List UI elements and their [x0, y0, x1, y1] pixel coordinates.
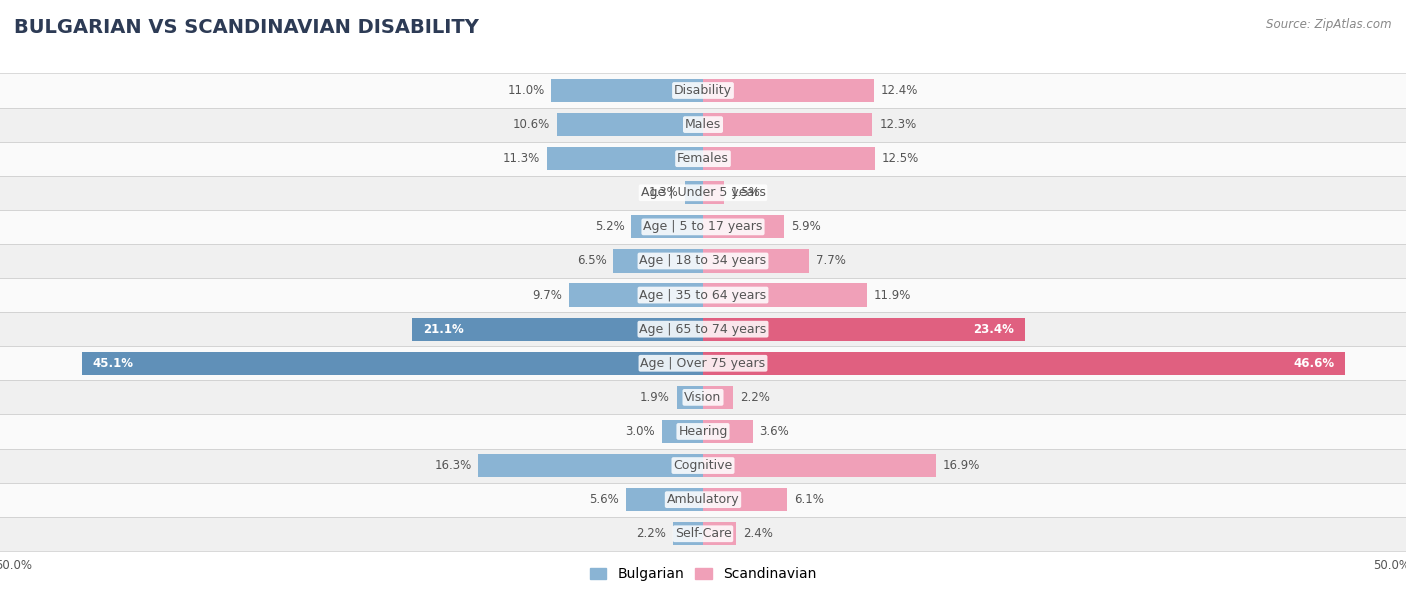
Bar: [82, 352, 703, 375]
Bar: [547, 147, 703, 170]
Text: 7.7%: 7.7%: [815, 255, 846, 267]
Bar: [478, 454, 703, 477]
Text: 6.1%: 6.1%: [794, 493, 824, 506]
Text: 1.3%: 1.3%: [648, 186, 678, 200]
Bar: [412, 318, 703, 341]
Text: 5.2%: 5.2%: [595, 220, 624, 233]
Bar: [569, 283, 703, 307]
Text: 11.0%: 11.0%: [508, 84, 544, 97]
Text: 23.4%: 23.4%: [973, 323, 1014, 335]
Bar: [703, 215, 785, 239]
Bar: [0, 176, 1406, 210]
Bar: [703, 113, 873, 136]
Bar: [703, 488, 787, 511]
Text: 16.3%: 16.3%: [434, 459, 471, 472]
Text: Age | 35 to 64 years: Age | 35 to 64 years: [640, 289, 766, 302]
Text: 12.3%: 12.3%: [879, 118, 917, 131]
Text: 2.2%: 2.2%: [740, 391, 770, 404]
Text: 1.5%: 1.5%: [731, 186, 761, 200]
Bar: [0, 210, 1406, 244]
Legend: Bulgarian, Scandinavian: Bulgarian, Scandinavian: [583, 562, 823, 587]
Text: BULGARIAN VS SCANDINAVIAN DISABILITY: BULGARIAN VS SCANDINAVIAN DISABILITY: [14, 18, 479, 37]
Text: 11.3%: 11.3%: [503, 152, 540, 165]
Text: Vision: Vision: [685, 391, 721, 404]
Text: 6.5%: 6.5%: [576, 255, 606, 267]
Bar: [703, 420, 752, 443]
Bar: [0, 449, 1406, 483]
Bar: [0, 244, 1406, 278]
Text: Cognitive: Cognitive: [673, 459, 733, 472]
Text: Age | 5 to 17 years: Age | 5 to 17 years: [644, 220, 762, 233]
Bar: [703, 352, 1346, 375]
Text: 10.6%: 10.6%: [513, 118, 550, 131]
Bar: [703, 181, 724, 204]
Bar: [703, 249, 808, 272]
Text: 46.6%: 46.6%: [1294, 357, 1334, 370]
Bar: [631, 215, 703, 239]
Bar: [685, 181, 703, 204]
Text: 11.9%: 11.9%: [875, 289, 911, 302]
Bar: [703, 454, 936, 477]
Bar: [703, 522, 737, 545]
Text: 16.9%: 16.9%: [943, 459, 980, 472]
Text: Males: Males: [685, 118, 721, 131]
Text: 21.1%: 21.1%: [423, 323, 464, 335]
Text: Ambulatory: Ambulatory: [666, 493, 740, 506]
Bar: [557, 113, 703, 136]
Bar: [703, 79, 875, 102]
Bar: [703, 386, 734, 409]
Bar: [0, 141, 1406, 176]
Text: 2.2%: 2.2%: [636, 528, 666, 540]
Bar: [703, 283, 868, 307]
Bar: [0, 312, 1406, 346]
Text: 3.0%: 3.0%: [626, 425, 655, 438]
Text: 12.5%: 12.5%: [882, 152, 920, 165]
Text: Source: ZipAtlas.com: Source: ZipAtlas.com: [1267, 18, 1392, 31]
Text: Age | 65 to 74 years: Age | 65 to 74 years: [640, 323, 766, 335]
Bar: [0, 278, 1406, 312]
Text: Age | 18 to 34 years: Age | 18 to 34 years: [640, 255, 766, 267]
Bar: [0, 346, 1406, 380]
Bar: [0, 380, 1406, 414]
Text: Self-Care: Self-Care: [675, 528, 731, 540]
Bar: [703, 147, 875, 170]
Text: 9.7%: 9.7%: [533, 289, 562, 302]
Text: 5.9%: 5.9%: [792, 220, 821, 233]
Text: Age | Under 5 years: Age | Under 5 years: [641, 186, 765, 200]
Bar: [0, 73, 1406, 108]
Text: Disability: Disability: [673, 84, 733, 97]
Bar: [0, 517, 1406, 551]
Text: 12.4%: 12.4%: [880, 84, 918, 97]
Bar: [0, 414, 1406, 449]
Bar: [676, 386, 703, 409]
Text: 5.6%: 5.6%: [589, 493, 619, 506]
Bar: [703, 318, 1025, 341]
Bar: [0, 483, 1406, 517]
Bar: [662, 420, 703, 443]
Bar: [0, 108, 1406, 141]
Bar: [626, 488, 703, 511]
Text: 2.4%: 2.4%: [742, 528, 773, 540]
Text: Females: Females: [678, 152, 728, 165]
Text: 3.6%: 3.6%: [759, 425, 789, 438]
Bar: [672, 522, 703, 545]
Text: Age | Over 75 years: Age | Over 75 years: [641, 357, 765, 370]
Text: 45.1%: 45.1%: [93, 357, 134, 370]
Text: Hearing: Hearing: [678, 425, 728, 438]
Text: 1.9%: 1.9%: [640, 391, 669, 404]
Bar: [551, 79, 703, 102]
Bar: [613, 249, 703, 272]
